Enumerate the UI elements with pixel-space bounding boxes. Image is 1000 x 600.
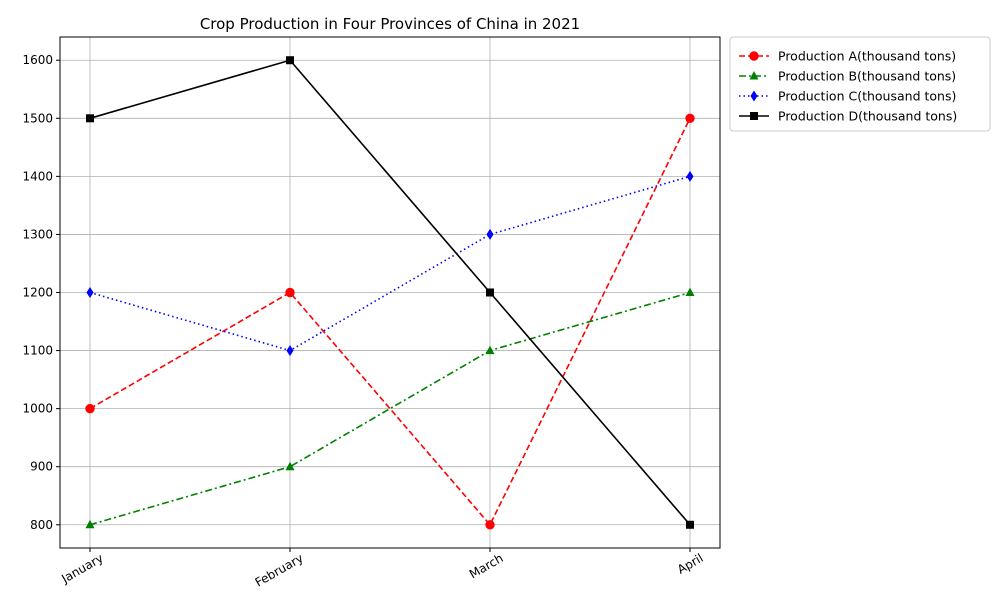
legend-label: Production A(thousand tons) [778,49,956,64]
y-axis: 800 900 1000 1100 1200 1300 1400 1500 1600 [22,53,60,532]
series-c [86,170,694,357]
y-tick-label: 900 [30,460,53,474]
legend: Production A(thousand tons) Production B(… [729,36,991,132]
data-point [85,403,95,414]
series-line [89,291,691,526]
series-line [89,175,691,352]
series-layer [85,56,695,530]
series-d [86,56,694,529]
y-tick-label: 1600 [22,53,53,67]
data-point [485,345,495,355]
data-point [285,287,295,298]
chart-title: Crop Production in Four Provinces of Chi… [200,15,580,33]
data-point [486,288,494,297]
data-point [685,113,695,123]
data-point [86,114,94,123]
legend-box [729,36,991,132]
x-axis: January February March April [58,548,706,590]
y-tick-label: 1200 [22,286,53,300]
data-point [686,170,694,182]
data-point [485,520,495,530]
y-tick-label: 1300 [22,227,53,241]
legend-label: Production B(thousand tons) [778,69,956,84]
x-tick-label: February [253,551,306,590]
y-tick-label: 1100 [22,344,53,358]
legend-item: Production B(thousand tons) [739,69,956,84]
data-point [285,461,295,471]
data-point [85,519,95,529]
data-point [486,228,494,240]
y-tick-label: 800 [30,518,53,532]
legend-marker [749,51,759,61]
series-line [89,59,691,526]
legend-marker [749,71,759,80]
series-line [89,117,691,527]
legend-marker [750,90,758,102]
grid [60,37,720,548]
data-point [685,287,695,296]
legend-label: Production C(thousand tons) [778,89,956,104]
x-tick-label: April [675,551,706,577]
y-tick-label: 1000 [22,402,53,416]
data-point [686,520,694,529]
legend-label: Production D(thousand tons) [778,109,957,124]
series-a [85,113,695,530]
data-point [286,56,294,65]
series-b [85,287,695,529]
data-point [286,345,294,357]
legend-item: Production A(thousand tons) [739,49,956,64]
x-tick-label: March [467,551,506,581]
x-tick-label: January [58,551,105,586]
y-tick-label: 1400 [22,169,53,183]
legend-item: Production D(thousand tons) [739,109,957,124]
data-point [86,287,94,298]
legend-marker [750,112,758,120]
legend-item: Production C(thousand tons) [739,89,956,104]
y-tick-label: 1500 [22,111,53,125]
